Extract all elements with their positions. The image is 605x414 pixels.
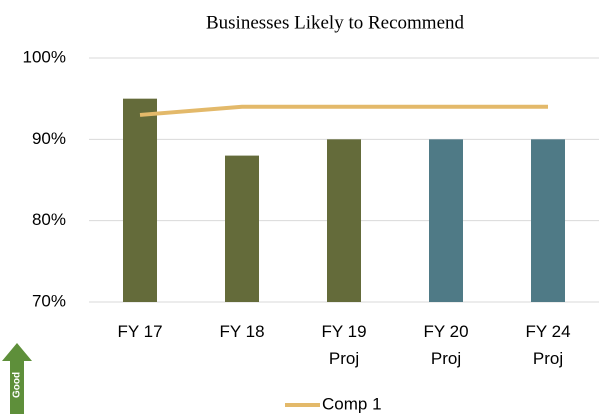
legend-label: Comp 1 <box>322 394 382 413</box>
y-tick-label: 100% <box>23 47 66 66</box>
chart-title: Businesses Likely to Recommend <box>206 12 465 33</box>
bar <box>327 139 361 302</box>
good-arrow <box>2 343 32 414</box>
bar <box>429 139 463 302</box>
bar <box>123 98 157 303</box>
line-series <box>139 104 548 117</box>
y-tick-label: 80% <box>32 210 66 229</box>
bar <box>225 155 259 302</box>
good-label: Good <box>12 372 23 398</box>
y-tick-label: 90% <box>32 129 66 148</box>
x-tick-label: FY 17 <box>117 322 163 341</box>
bar <box>531 139 565 302</box>
x-tick-label: FY 24 Proj <box>525 322 571 368</box>
x-tick-label: FY 20 Proj <box>423 322 469 368</box>
y-tick-label: 70% <box>32 291 66 310</box>
x-tick-label: FY 19 Proj <box>321 322 367 368</box>
x-tick-label: FY 18 <box>219 322 265 341</box>
